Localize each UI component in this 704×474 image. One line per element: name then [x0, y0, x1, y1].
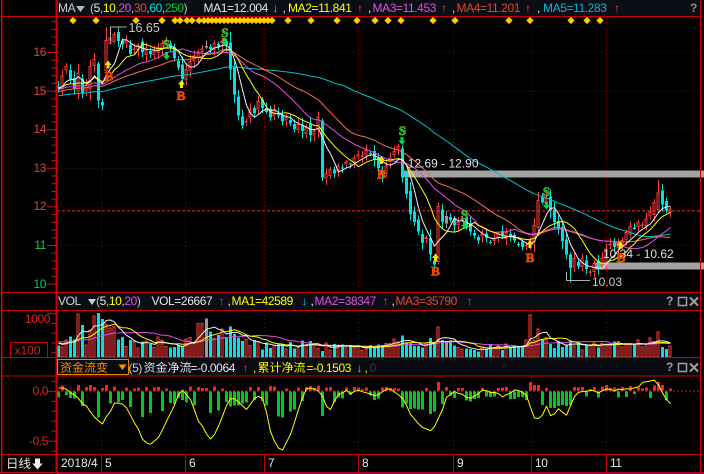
svg-text:16.65: 16.65	[129, 21, 160, 35]
svg-text:B: B	[377, 167, 386, 182]
svg-text:10.03: 10.03	[592, 275, 622, 289]
svg-text:S: S	[163, 37, 170, 52]
svg-text:B: B	[526, 250, 535, 265]
svg-text:10.34 - 10.62: 10.34 - 10.62	[603, 247, 674, 261]
svg-text:12.69 - 12.90: 12.69 - 12.90	[408, 157, 479, 171]
svg-text:S: S	[221, 25, 228, 40]
svg-text:B: B	[177, 88, 186, 103]
svg-text:x100: x100	[15, 344, 41, 358]
svg-text:B: B	[431, 264, 440, 279]
svg-text:B: B	[617, 250, 626, 265]
svg-text:S: S	[461, 207, 468, 222]
svg-text:S: S	[399, 123, 406, 138]
svg-text:S: S	[543, 184, 550, 199]
svg-text:B: B	[105, 69, 114, 84]
